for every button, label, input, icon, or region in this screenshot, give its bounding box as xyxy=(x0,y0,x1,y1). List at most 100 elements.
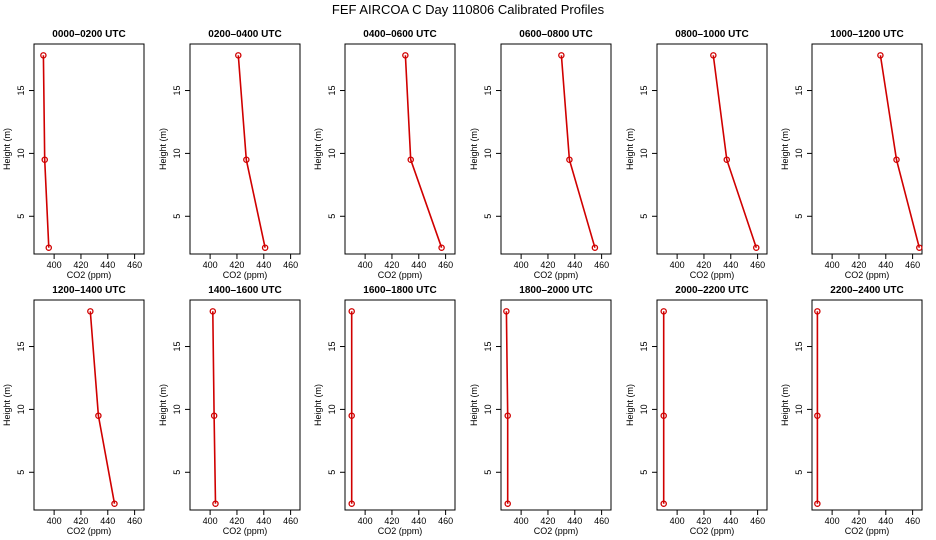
y-tick-label: 15 xyxy=(639,86,649,96)
profile-point xyxy=(723,156,731,163)
profile-point xyxy=(558,52,565,59)
x-axis-label: CO2 (ppm) xyxy=(223,270,268,280)
y-axis-label: Height (m) xyxy=(2,384,12,426)
panel-4: 0600–0800 UTC 400 420 440 460 CO2 (ppm) 5 10 15 H… xyxy=(469,29,612,280)
y-tick-label: 5 xyxy=(639,214,649,219)
y-tick-label: 10 xyxy=(794,404,804,414)
profile-point xyxy=(710,52,717,59)
profile-point xyxy=(438,244,445,251)
panel-title: 0200–0400 UTC xyxy=(208,29,281,40)
y-tick-label: 5 xyxy=(16,470,26,475)
plot-frame xyxy=(189,299,301,511)
x-tick-label: 400 xyxy=(358,516,373,526)
x-axis-label: CO2 (ppm) xyxy=(378,526,423,536)
y-tick-label: 5 xyxy=(639,470,649,475)
x-tick-label: 460 xyxy=(905,260,920,270)
y-tick-label: 10 xyxy=(327,404,337,414)
profile-point xyxy=(87,308,94,315)
profile-point xyxy=(504,500,511,507)
plot-frame xyxy=(33,43,145,255)
plot-frame xyxy=(33,299,145,511)
x-tick-label: 460 xyxy=(283,260,298,270)
x-tick-label: 440 xyxy=(723,260,738,270)
y-tick-label: 5 xyxy=(794,470,804,475)
y-tick-label: 10 xyxy=(483,148,493,158)
x-tick-label: 400 xyxy=(825,260,840,270)
profile-line xyxy=(712,55,758,248)
panels-group: 0000–0200 UTC 400 420 440 460 CO2 (ppm) 5 10 15 H… xyxy=(2,29,923,536)
profile-point xyxy=(235,52,242,59)
x-tick-label: 420 xyxy=(851,516,866,526)
x-axis-label: CO2 (ppm) xyxy=(534,270,579,280)
y-tick-label: 5 xyxy=(16,214,26,219)
plot-frame xyxy=(189,43,301,255)
y-tick-label: 15 xyxy=(327,86,337,96)
x-tick-label: 420 xyxy=(696,516,711,526)
profile-point xyxy=(210,412,218,419)
x-tick-label: 460 xyxy=(594,516,609,526)
x-tick-label: 440 xyxy=(567,260,582,270)
x-axis-label: CO2 (ppm) xyxy=(845,526,890,536)
x-axis-label: CO2 (ppm) xyxy=(690,270,735,280)
y-tick-label: 10 xyxy=(16,404,26,414)
x-tick-label: 460 xyxy=(750,516,765,526)
y-tick-label: 5 xyxy=(327,214,337,219)
panel-title: 1200–1400 UTC xyxy=(52,285,125,296)
y-tick-label: 15 xyxy=(327,342,337,352)
x-axis-label: CO2 (ppm) xyxy=(223,526,268,536)
profile-point xyxy=(45,244,53,251)
x-tick-label: 420 xyxy=(384,260,399,270)
panel-12: 2200–2400 UTC 400 420 440 460 CO2 (ppm) 5 10 15 H… xyxy=(780,285,923,536)
profile-line xyxy=(212,311,217,504)
x-tick-label: 420 xyxy=(851,260,866,270)
y-tick-label: 10 xyxy=(16,148,26,158)
plot-frame xyxy=(500,43,612,255)
plot-frame xyxy=(811,299,923,511)
profile-line xyxy=(237,55,266,248)
profile-line xyxy=(42,55,50,248)
y-axis-label: Height (m) xyxy=(158,384,168,426)
y-tick-label: 5 xyxy=(172,470,182,475)
panel-11: 2000–2200 UTC 400 420 440 460 CO2 (ppm) 5 10 15 H… xyxy=(625,285,768,536)
y-tick-label: 15 xyxy=(794,342,804,352)
x-tick-label: 420 xyxy=(73,260,88,270)
y-tick-label: 15 xyxy=(794,86,804,96)
y-axis-label: Height (m) xyxy=(158,128,168,170)
profile-point xyxy=(591,244,599,251)
x-tick-label: 460 xyxy=(750,260,765,270)
x-tick-label: 420 xyxy=(229,260,244,270)
x-axis-label: CO2 (ppm) xyxy=(67,526,112,536)
y-tick-label: 15 xyxy=(16,342,26,352)
x-tick-label: 420 xyxy=(540,260,555,270)
profile-point xyxy=(95,412,102,419)
profile-point xyxy=(503,308,510,315)
panel-10: 1800–2000 UTC 400 420 440 460 CO2 (ppm) 5 10 15 H… xyxy=(469,285,612,536)
panel-title: 0600–0800 UTC xyxy=(519,29,592,40)
x-tick-label: 440 xyxy=(411,516,426,526)
panel-title: 1800–2000 UTC xyxy=(519,285,592,296)
plot-frame xyxy=(344,43,456,255)
panel-3: 0400–0600 UTC 400 420 440 460 CO2 (ppm) 5 10 15 H… xyxy=(313,29,456,280)
y-axis-label: Height (m) xyxy=(625,384,635,426)
x-tick-label: 400 xyxy=(47,516,62,526)
profile-point xyxy=(402,52,409,59)
panel-6: 1000–1200 UTC 400 420 440 460 CO2 (ppm) 5 10 15 H… xyxy=(780,29,923,280)
profile-line xyxy=(404,55,443,248)
panel-1: 0000–0200 UTC 400 420 440 460 CO2 (ppm) 5 10 15 H… xyxy=(2,29,145,280)
x-tick-label: 400 xyxy=(47,260,62,270)
panel-5: 0800–1000 UTC 400 420 440 460 CO2 (ppm) 5 10 15 H… xyxy=(625,29,768,280)
profile-point xyxy=(660,308,667,315)
x-tick-label: 400 xyxy=(825,516,840,526)
panel-title: 1000–1200 UTC xyxy=(830,29,903,40)
y-tick-label: 15 xyxy=(483,342,493,352)
x-tick-label: 460 xyxy=(438,516,453,526)
panel-title: 1400–1600 UTC xyxy=(208,285,281,296)
profile-point xyxy=(660,412,667,419)
profile-point xyxy=(243,156,250,163)
panel-title: 2000–2200 UTC xyxy=(675,285,748,296)
plot-frame xyxy=(811,43,923,255)
x-tick-label: 400 xyxy=(203,260,218,270)
x-tick-label: 440 xyxy=(723,516,738,526)
y-tick-label: 10 xyxy=(172,404,182,414)
